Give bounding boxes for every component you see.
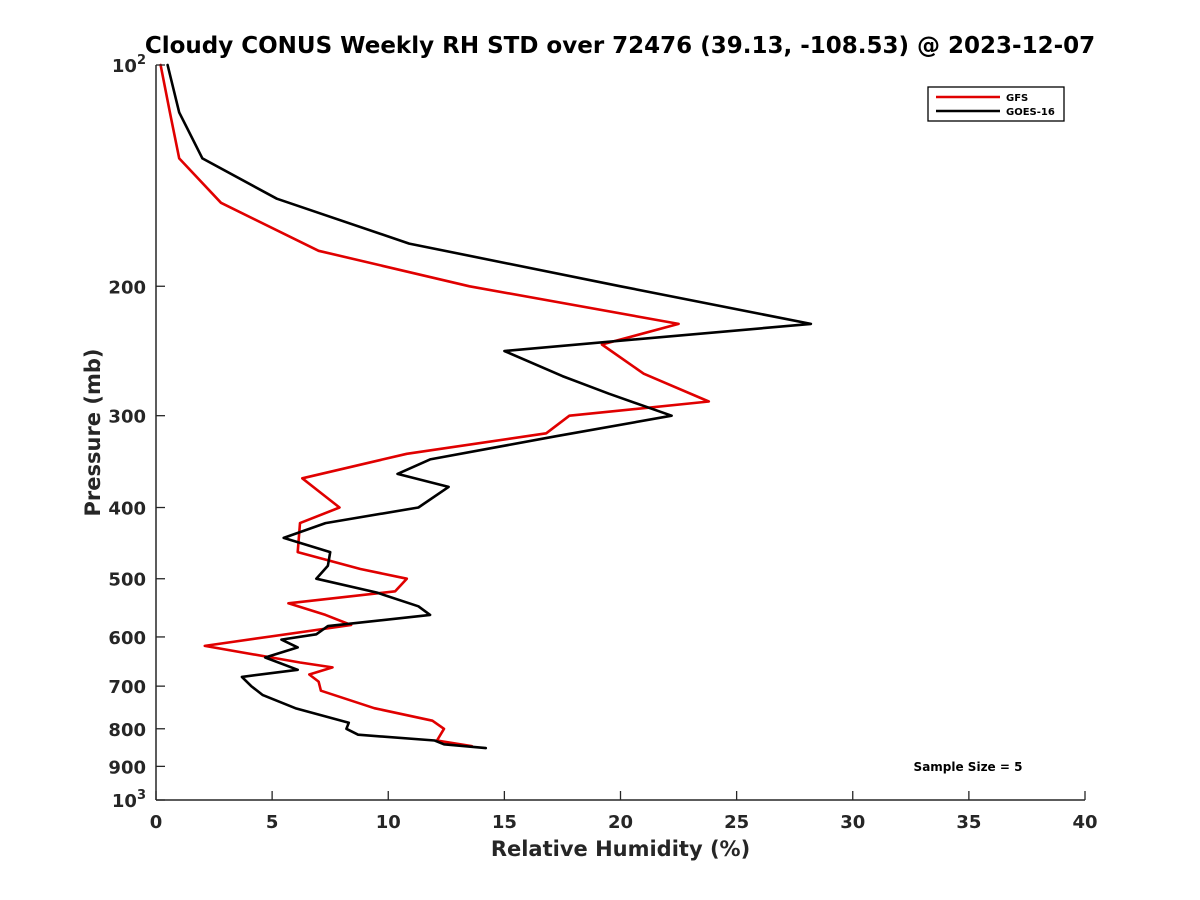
y-tick-label: 800 [108, 720, 146, 741]
y-tick-label: 103 [112, 788, 146, 812]
y-axis-label: Pressure (mb) [81, 349, 105, 517]
y-tick-label: 200 [108, 277, 146, 298]
axes-layer: 0 5 10 15 20 25 30 35 40 102 200 300 400 500 600 700 800… [108, 53, 1097, 833]
x-tick-label: 25 [724, 812, 749, 833]
x-tick-label: 15 [492, 812, 517, 833]
series-line-goes-16 [166, 63, 813, 750]
x-tick-label: 40 [1072, 812, 1097, 833]
y-tick-label: 900 [108, 757, 146, 778]
x-tick-label: 5 [266, 812, 279, 833]
sample-size-note: Sample Size = 5 [914, 760, 1023, 774]
y-tick-label: 600 [108, 628, 146, 649]
x-tick-label: 10 [376, 812, 401, 833]
x-axis-label: Relative Humidity (%) [491, 837, 750, 861]
series-layer [159, 63, 813, 750]
series-line-gfs [159, 63, 711, 748]
plot-area [156, 65, 1085, 800]
y-tick-label: 400 [108, 499, 146, 520]
y-tick-label: 300 [108, 407, 146, 428]
x-tick-label: 35 [956, 812, 981, 833]
legend-box [927, 86, 1065, 122]
x-tick-label: 0 [150, 812, 163, 833]
x-tick-label: 30 [840, 812, 865, 833]
chart-title: Cloudy CONUS Weekly RH STD over 72476 (3… [145, 33, 1095, 59]
legend-label: GOES-16 [1006, 107, 1055, 118]
legend-label: GFS [1006, 93, 1028, 104]
legend: GFS GOES-16 [927, 86, 1065, 122]
y-tick-label: 500 [108, 570, 146, 591]
x-tick-label: 20 [608, 812, 633, 833]
y-tick-label: 102 [112, 53, 146, 77]
y-tick-label: 700 [108, 677, 146, 698]
